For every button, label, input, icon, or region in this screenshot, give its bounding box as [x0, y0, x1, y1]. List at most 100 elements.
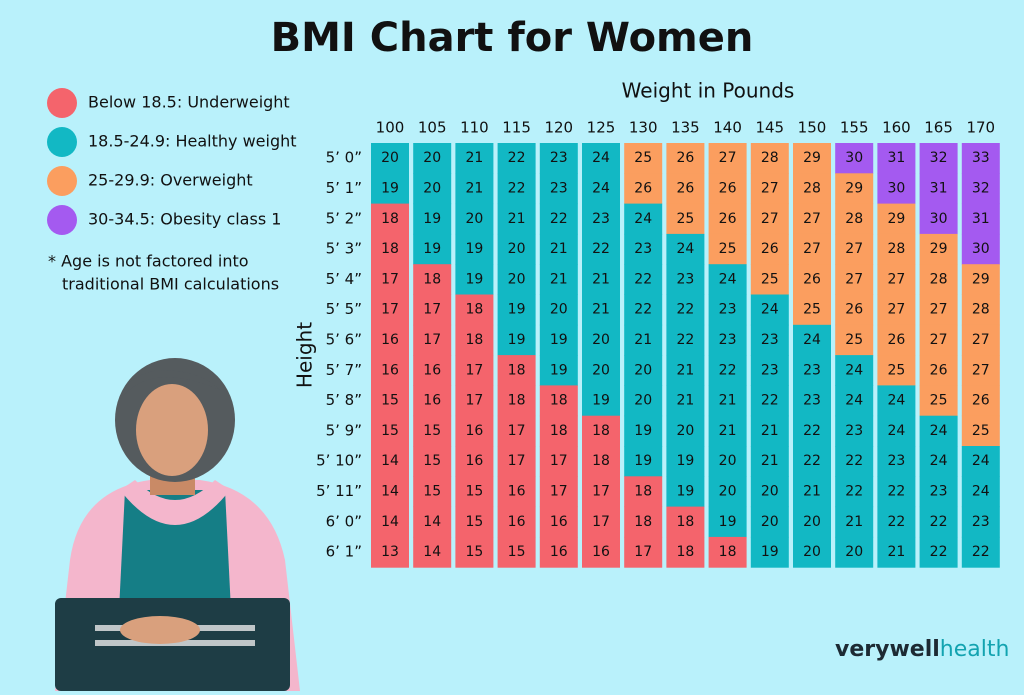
cell-value: 23	[592, 211, 610, 227]
cell	[961, 173, 1000, 205]
cell	[539, 173, 578, 205]
cell-value: 20	[634, 393, 652, 409]
cell-value: 23	[887, 453, 905, 469]
cell-value: 16	[592, 544, 610, 560]
row-header: 5’ 6”	[326, 330, 362, 348]
cell-value: 24	[592, 150, 610, 166]
row-header: 5’ 2”	[326, 209, 362, 227]
cell-value: 25	[845, 332, 863, 348]
cell	[750, 536, 789, 568]
cell-value: 21	[887, 544, 905, 560]
cell	[877, 294, 916, 326]
cell-value: 15	[381, 423, 399, 439]
cell-value: 18	[634, 514, 652, 530]
cell-value: 22	[676, 332, 694, 348]
cell	[371, 233, 409, 265]
column-header: 145	[755, 119, 784, 137]
cell	[455, 355, 494, 386]
cell	[666, 203, 705, 235]
cell	[624, 143, 663, 174]
cell-value: 17	[550, 453, 568, 469]
cell-value: 23	[719, 332, 737, 348]
cell-value: 23	[676, 271, 694, 287]
cell	[835, 294, 874, 326]
cell-value: 23	[761, 362, 779, 378]
cell-value: 22	[845, 483, 863, 499]
cell	[708, 203, 747, 235]
cell-value: 29	[930, 241, 948, 257]
cell-value: 16	[508, 514, 526, 530]
cell-value: 25	[676, 211, 694, 227]
cell-value: 24	[887, 423, 905, 439]
cell-value: 18	[381, 241, 399, 257]
cell	[877, 506, 916, 538]
cell-value: 20	[761, 514, 779, 530]
cell-value: 24	[972, 483, 990, 499]
cell	[455, 264, 494, 295]
column-header: 100	[376, 119, 405, 137]
cell	[666, 506, 705, 538]
cell-value: 21	[592, 271, 610, 287]
cell-value: 26	[803, 271, 821, 287]
column-header: 110	[460, 119, 489, 137]
cell-value: 32	[972, 180, 990, 196]
cell	[919, 264, 958, 295]
cell-value: 25	[972, 423, 990, 439]
cell	[371, 506, 409, 538]
column-header: 155	[840, 119, 869, 137]
cell	[961, 536, 1000, 568]
cell	[624, 446, 663, 477]
cell	[835, 203, 874, 235]
cell-value: 28	[930, 271, 948, 287]
cell	[793, 476, 831, 508]
cell	[413, 324, 452, 356]
cell-value: 15	[465, 544, 483, 560]
cell	[919, 324, 958, 356]
cell	[919, 536, 958, 568]
cell-value: 33	[972, 150, 990, 166]
row-header: 6’ 0”	[326, 512, 362, 530]
cell-value: 14	[423, 544, 441, 560]
cell	[497, 536, 536, 568]
cell	[371, 536, 409, 568]
cell-value: 19	[634, 423, 652, 439]
cell	[413, 203, 452, 235]
cell	[835, 173, 874, 205]
row-header: 5’ 8”	[326, 391, 362, 409]
cell-value: 16	[465, 453, 483, 469]
cell	[497, 385, 536, 417]
cell-value: 23	[634, 241, 652, 257]
cell	[877, 143, 916, 174]
cell	[413, 264, 452, 295]
row-header: 5’ 5”	[326, 300, 362, 318]
cell-value: 20	[634, 362, 652, 378]
legend-label: 30-34.5: Obesity class 1	[88, 210, 281, 229]
cell	[666, 324, 705, 356]
cell-value: 23	[845, 423, 863, 439]
cell	[793, 355, 831, 386]
cell	[497, 446, 536, 477]
cell	[666, 476, 705, 508]
cell	[750, 173, 789, 205]
cell	[750, 415, 789, 447]
cell	[750, 446, 789, 477]
cell-value: 22	[719, 362, 737, 378]
cell-value: 23	[761, 332, 779, 348]
cell-value: 22	[930, 514, 948, 530]
cell-value: 20	[508, 241, 526, 257]
cell-value: 18	[592, 423, 610, 439]
cell-value: 21	[761, 453, 779, 469]
cell	[371, 446, 409, 477]
cell-value: 18	[550, 393, 568, 409]
cell-value: 26	[719, 211, 737, 227]
cell	[539, 506, 578, 538]
cell	[497, 264, 536, 295]
cell	[413, 415, 452, 447]
cell	[413, 476, 452, 508]
cell-value: 23	[550, 150, 568, 166]
cell-value: 26	[676, 150, 694, 166]
cell	[413, 385, 452, 417]
cell-value: 19	[465, 271, 483, 287]
cell	[539, 536, 578, 568]
